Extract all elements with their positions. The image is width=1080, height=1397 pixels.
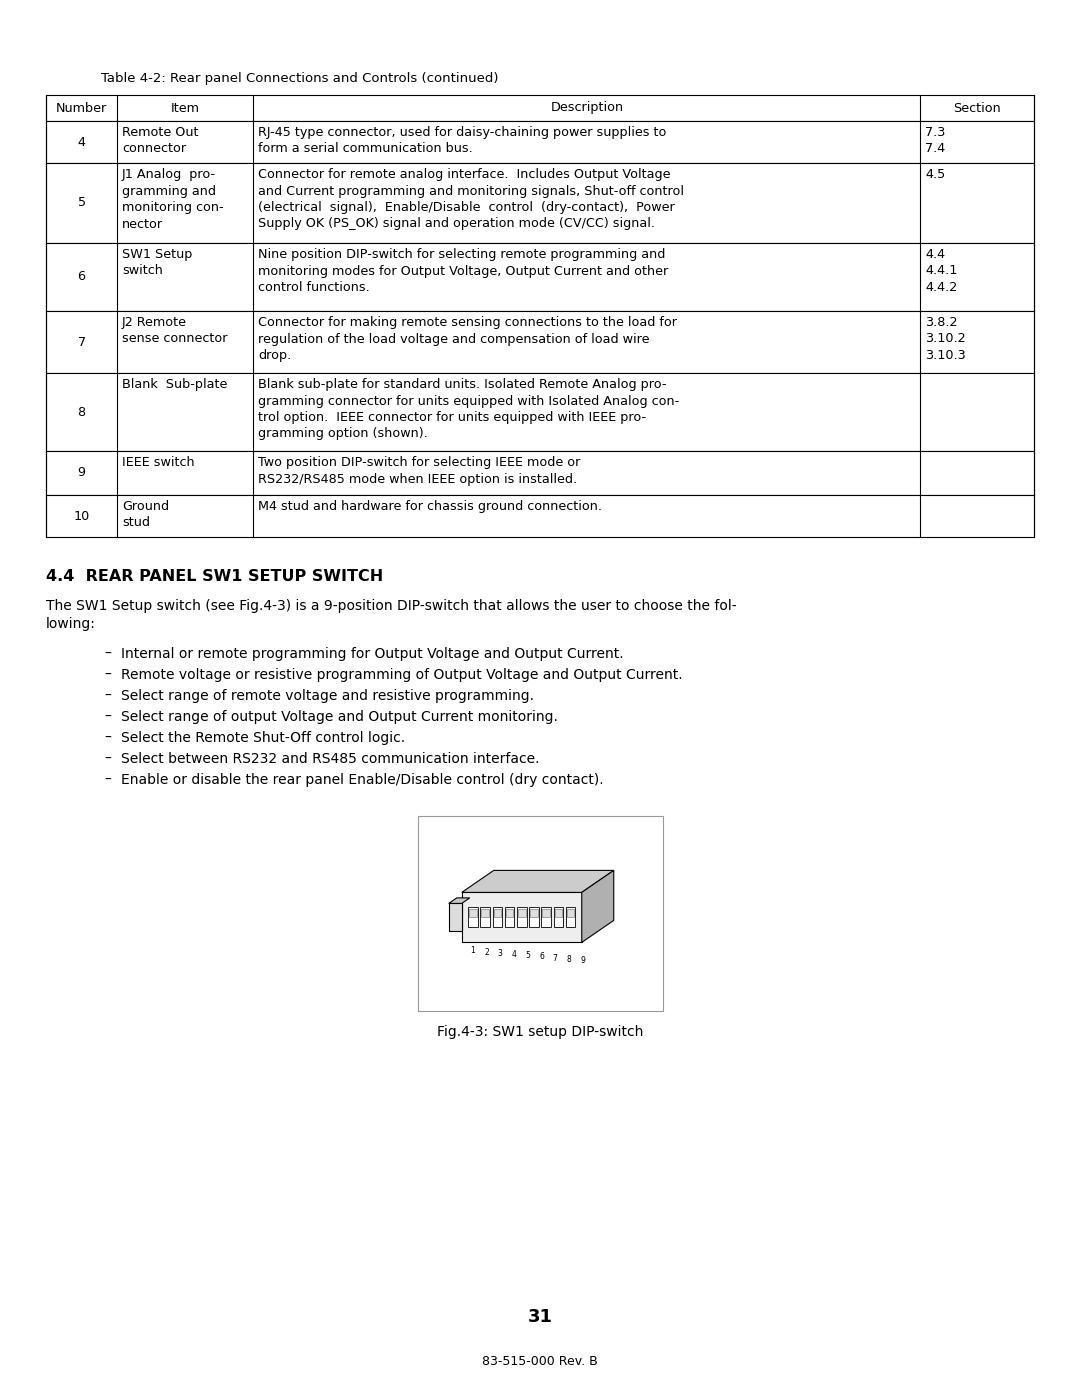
Text: 5: 5 — [78, 197, 85, 210]
Bar — [46, 312, 1034, 373]
Text: Blank sub-plate for standard units. Isolated Remote Analog pro-
gramming connect: Blank sub-plate for standard units. Isol… — [258, 379, 679, 440]
Text: –: – — [104, 668, 111, 682]
Text: Item: Item — [171, 102, 200, 115]
Text: Connector for remote analog interface.  Includes Output Voltage
and Current prog: Connector for remote analog interface. I… — [258, 168, 685, 231]
Bar — [505, 909, 513, 918]
Bar — [494, 909, 501, 918]
Text: 4.4  REAR PANEL SW1 SETUP SWITCH: 4.4 REAR PANEL SW1 SETUP SWITCH — [46, 569, 383, 584]
Bar — [46, 122, 1034, 163]
Polygon shape — [462, 893, 582, 943]
Bar — [555, 909, 563, 918]
Text: 8: 8 — [78, 405, 85, 419]
Text: –: – — [104, 773, 111, 787]
Text: –: – — [104, 752, 111, 766]
Bar — [46, 243, 1034, 312]
Bar — [567, 909, 575, 918]
Text: Two position DIP-switch for selecting IEEE mode or
RS232/RS485 mode when IEEE op: Two position DIP-switch for selecting IE… — [258, 455, 581, 486]
Bar — [481, 908, 490, 928]
Polygon shape — [462, 870, 613, 893]
Bar — [517, 908, 527, 928]
Bar — [418, 816, 662, 1011]
Bar — [542, 909, 550, 918]
Bar — [468, 908, 477, 928]
Text: 4.5: 4.5 — [926, 168, 946, 182]
Text: J2 Remote
sense connector: J2 Remote sense connector — [122, 316, 228, 345]
Text: 3: 3 — [498, 949, 503, 958]
Bar — [482, 909, 489, 918]
Text: 7: 7 — [553, 954, 557, 963]
Text: Nine position DIP-switch for selecting remote programming and
monitoring modes f: Nine position DIP-switch for selecting r… — [258, 249, 669, 293]
Bar — [504, 908, 514, 928]
Text: 10: 10 — [73, 510, 90, 522]
Text: 83-515-000 Rev. B: 83-515-000 Rev. B — [482, 1355, 598, 1368]
Text: 6: 6 — [78, 271, 85, 284]
Text: 5: 5 — [525, 951, 530, 960]
Bar — [449, 904, 462, 932]
Bar — [46, 495, 1034, 536]
Text: M4 stud and hardware for chassis ground connection.: M4 stud and hardware for chassis ground … — [258, 500, 603, 513]
Text: 31: 31 — [527, 1308, 553, 1326]
Text: Section: Section — [954, 102, 1001, 115]
Text: 7.3
7.4: 7.3 7.4 — [926, 126, 946, 155]
Polygon shape — [582, 870, 613, 943]
Bar — [492, 908, 502, 928]
Text: The SW1 Setup switch (see Fig.4-3) is a 9-position DIP-switch that allows the us: The SW1 Setup switch (see Fig.4-3) is a … — [46, 599, 737, 631]
Text: Number: Number — [56, 102, 107, 115]
Text: 9: 9 — [78, 467, 85, 479]
Text: –: – — [104, 710, 111, 724]
Text: Enable or disable the rear panel Enable/Disable control (dry contact).: Enable or disable the rear panel Enable/… — [121, 773, 604, 787]
Text: 1: 1 — [471, 946, 475, 956]
Bar — [46, 163, 1034, 243]
Text: 9: 9 — [580, 956, 585, 965]
Text: Table 4-2: Rear panel Connections and Controls (continued): Table 4-2: Rear panel Connections and Co… — [102, 73, 499, 85]
Text: Blank  Sub-plate: Blank Sub-plate — [122, 379, 228, 391]
Bar — [46, 451, 1034, 495]
Text: IEEE switch: IEEE switch — [122, 455, 194, 469]
Text: Select range of remote voltage and resistive programming.: Select range of remote voltage and resis… — [121, 689, 534, 703]
Text: Connector for making remote sensing connections to the load for
regulation of th: Connector for making remote sensing conn… — [258, 316, 677, 362]
Text: Ground
stud: Ground stud — [122, 500, 170, 529]
Text: 4: 4 — [78, 136, 85, 148]
Text: Select between RS232 and RS485 communication interface.: Select between RS232 and RS485 communica… — [121, 752, 540, 766]
Polygon shape — [449, 898, 470, 904]
Text: SW1 Setup
switch: SW1 Setup switch — [122, 249, 192, 278]
Text: 3.8.2
3.10.2
3.10.3: 3.8.2 3.10.2 3.10.3 — [926, 316, 967, 362]
Text: 6: 6 — [539, 953, 544, 961]
Text: Select range of output Voltage and Output Current monitoring.: Select range of output Voltage and Outpu… — [121, 710, 558, 724]
Bar — [518, 909, 526, 918]
Text: 2: 2 — [484, 947, 489, 957]
Bar — [554, 908, 563, 928]
Text: Fig.4-3: SW1 setup DIP-switch: Fig.4-3: SW1 setup DIP-switch — [436, 1025, 644, 1039]
Text: Internal or remote programming for Output Voltage and Output Current.: Internal or remote programming for Outpu… — [121, 647, 623, 661]
Bar — [541, 908, 551, 928]
Text: –: – — [104, 689, 111, 703]
Text: 7: 7 — [78, 335, 85, 348]
Text: 4.4
4.4.1
4.4.2: 4.4 4.4.1 4.4.2 — [926, 249, 958, 293]
Bar — [566, 908, 576, 928]
Bar — [469, 909, 476, 918]
Bar — [46, 373, 1034, 451]
Bar — [529, 908, 539, 928]
Text: 4: 4 — [512, 950, 516, 958]
Text: Select the Remote Shut-Off control logic.: Select the Remote Shut-Off control logic… — [121, 731, 405, 745]
Text: Description: Description — [551, 102, 623, 115]
Text: –: – — [104, 731, 111, 745]
Bar — [530, 909, 538, 918]
Text: Remote Out
connector: Remote Out connector — [122, 126, 199, 155]
Text: J1 Analog  pro-
gramming and
monitoring con-
nector: J1 Analog pro- gramming and monitoring c… — [122, 168, 224, 231]
Text: –: – — [104, 647, 111, 661]
Text: 8: 8 — [567, 954, 571, 964]
Bar — [46, 95, 1034, 122]
Text: Remote voltage or resistive programming of Output Voltage and Output Current.: Remote voltage or resistive programming … — [121, 668, 683, 682]
Text: RJ-45 type connector, used for daisy-chaining power supplies to
form a serial co: RJ-45 type connector, used for daisy-cha… — [258, 126, 666, 155]
